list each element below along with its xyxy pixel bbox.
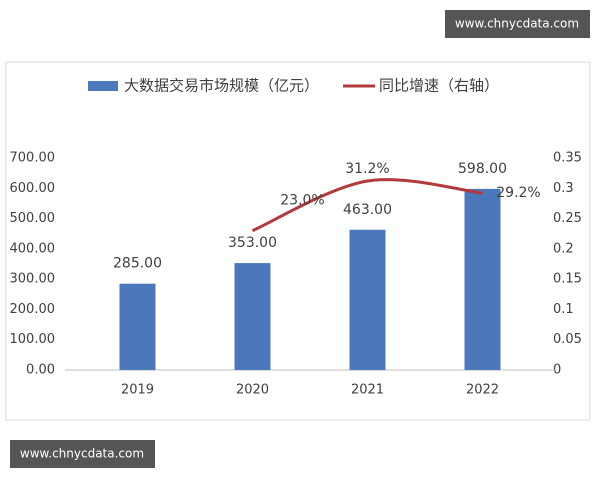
line (251, 178, 483, 233)
y2-tick-label: 0.3 (553, 181, 574, 196)
bar (464, 188, 501, 370)
line-value-label: 23.0% (280, 193, 324, 209)
x-tick-label: 2021 (351, 383, 384, 398)
y-tick-label: 700.00 (10, 151, 56, 166)
line-value-label: 31.2% (345, 161, 389, 177)
bar-value-label: 285.00 (113, 256, 162, 272)
chart-frame (5, 61, 591, 421)
bar (234, 263, 271, 370)
watermark-box (10, 440, 155, 468)
watermark: www.chnycdata.com (20, 447, 144, 461)
legend-label: 同比增速（右轴） (379, 77, 499, 95)
y-tick-label: 100.00 (10, 332, 56, 347)
bar (119, 283, 156, 370)
x-tick-label: 2020 (236, 383, 269, 398)
y2-tick-label: 0.1 (553, 302, 574, 317)
y2-tick-label: 0.35 (553, 151, 582, 166)
y2-tick-label: 0.15 (553, 272, 582, 287)
y2-tick-label: 0.2 (553, 241, 574, 256)
y2-tick-label: 0 (553, 363, 561, 378)
x-tick-label: 2022 (466, 383, 499, 398)
bar (349, 229, 386, 370)
y-tick-label: 500.00 (10, 211, 56, 226)
watermark-box (445, 10, 590, 38)
y2-tick-label: 0.25 (553, 211, 582, 226)
y-tick-label: 0.00 (26, 363, 55, 378)
watermark: www.chnycdata.com (455, 17, 579, 31)
y-tick-label: 400.00 (10, 241, 56, 256)
y-tick-label: 200.00 (10, 302, 56, 317)
legend-label: 大数据交易市场规模（亿元） (124, 77, 319, 95)
legend-swatch (88, 81, 118, 91)
y-tick-label: 300.00 (10, 272, 56, 287)
x-tick-label: 2019 (121, 383, 154, 398)
bar-value-label: 463.00 (343, 202, 392, 218)
bar-value-label: 598.00 (458, 161, 507, 177)
line-value-label: 29.2% (496, 185, 540, 201)
y2-tick-label: 0.05 (553, 332, 582, 347)
bar-value-label: 353.00 (228, 235, 277, 251)
y-tick-label: 600.00 (10, 181, 56, 196)
